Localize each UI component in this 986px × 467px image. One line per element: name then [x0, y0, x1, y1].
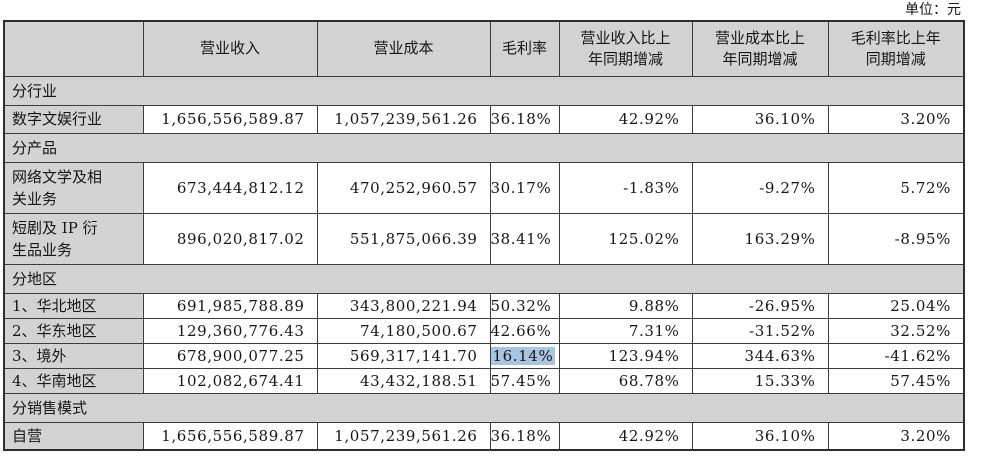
section-label: 分销售模式: [3, 392, 965, 423]
cell-revenue: 129,360,776.43: [142, 317, 318, 344]
unit-label: 单位：元: [905, 2, 961, 18]
cell-gross-margin: 36.18%: [489, 104, 560, 134]
cell-cost: 551,875,066.39: [316, 212, 491, 265]
cell-gross-margin: 36.18%: [489, 421, 560, 451]
cell-cost: 1,057,239,561.26: [316, 421, 491, 451]
cell-revenue-yoy: -1.83%: [558, 161, 693, 214]
cell-revenue-yoy: 42.92%: [558, 104, 693, 134]
cell-cost-yoy: 344.63%: [691, 342, 829, 369]
cell-cost: 43,432,188.51: [316, 367, 491, 394]
row-label: 3、境外: [3, 342, 144, 369]
cell-margin-yoy: 5.72%: [827, 161, 965, 214]
cell-revenue: 678,900,077.25: [142, 342, 318, 369]
cell-cost: 470,252,960.57: [316, 161, 491, 214]
header-blank-cell: [3, 20, 144, 77]
table-row: 4、华南地区 102,082,674.41 43,432,188.51 57.4…: [3, 367, 965, 394]
cell-cost-yoy: 36.10%: [691, 104, 829, 134]
header-revenue: 营业收入: [142, 20, 318, 77]
section-label: 分产品: [3, 132, 965, 163]
cell-cost: 343,800,221.94: [316, 292, 491, 319]
cell-revenue-yoy: 123.94%: [558, 342, 693, 369]
section-row-by-industry: 分行业: [3, 75, 965, 106]
cell-revenue-yoy: 125.02%: [558, 212, 693, 265]
cell-cost: 74,180,500.67: [316, 317, 491, 344]
table-row: 数字文娱行业 1,656,556,589.87 1,057,239,561.26…: [3, 104, 965, 134]
row-label: 短剧及 IP 衍 生品业务: [3, 212, 144, 265]
cell-revenue-yoy: 42.92%: [558, 421, 693, 451]
cell-cost-yoy: 163.29%: [691, 212, 829, 265]
report-page: 单位：元 营业收入 营业成本 毛利率 营业收入比上 年同期增减 营业成本比上 年…: [3, 2, 965, 451]
row-label: 数字文娱行业: [3, 104, 144, 134]
cell-revenue: 1,656,556,589.87: [142, 104, 318, 134]
row-label: 2、华东地区: [3, 317, 144, 344]
header-cost: 营业成本: [316, 20, 491, 77]
header-margin-yoy: 毛利率比上年 同期增减: [827, 20, 965, 77]
cell-revenue-yoy: 9.88%: [558, 292, 693, 319]
cell-gross-margin: 38.41%: [489, 212, 560, 265]
cell-cost: 569,317,141.70: [316, 342, 491, 369]
header-revenue-yoy: 营业收入比上 年同期增减: [558, 20, 693, 77]
cell-margin-yoy: 32.52%: [827, 317, 965, 344]
cell-gross-margin: 16.14%: [489, 342, 560, 369]
table-row: 网络文学及相 关业务 673,444,812.12 470,252,960.57…: [3, 161, 965, 214]
row-label: 4、华南地区: [3, 367, 144, 394]
cell-gross-margin: 30.17%: [489, 161, 560, 214]
cell-gross-margin: 42.66%: [489, 317, 560, 344]
cell-cost-yoy: -26.95%: [691, 292, 829, 319]
cell-margin-yoy: -41.62%: [827, 342, 965, 369]
row-label: 1、华北地区: [3, 292, 144, 319]
cell-revenue: 673,444,812.12: [142, 161, 318, 214]
header-cost-yoy: 营业成本比上 年同期增减: [691, 20, 829, 77]
cell-gross-margin: 57.45%: [489, 367, 560, 394]
header-row: 营业收入 营业成本 毛利率 营业收入比上 年同期增减 营业成本比上 年同期增减 …: [3, 20, 965, 77]
cell-revenue: 896,020,817.02: [142, 212, 318, 265]
table-row: 2、华东地区 129,360,776.43 74,180,500.67 42.6…: [3, 317, 965, 344]
cell-revenue: 102,082,674.41: [142, 367, 318, 394]
section-row-by-product: 分产品: [3, 132, 965, 163]
cell-margin-yoy: -8.95%: [827, 212, 965, 265]
cell-margin-yoy: 3.20%: [827, 421, 965, 451]
header-gross-margin: 毛利率: [489, 20, 560, 77]
cell-cost-yoy: -31.52%: [691, 317, 829, 344]
cell-revenue: 1,656,556,589.87: [142, 421, 318, 451]
table-row: 短剧及 IP 衍 生品业务 896,020,817.02 551,875,066…: [3, 212, 965, 265]
cell-cost: 1,057,239,561.26: [316, 104, 491, 134]
section-label: 分行业: [3, 75, 965, 106]
table-row: 自营 1,656,556,589.87 1,057,239,561.26 36.…: [3, 421, 965, 451]
table-row: 3、境外 678,900,077.25 569,317,141.70 16.14…: [3, 342, 965, 369]
section-label: 分地区: [3, 263, 965, 294]
cell-revenue-yoy: 7.31%: [558, 317, 693, 344]
cell-revenue-yoy: 68.78%: [558, 367, 693, 394]
selection-highlight: 16.14%: [491, 346, 556, 365]
cell-cost-yoy: 36.10%: [691, 421, 829, 451]
cell-margin-yoy: 3.20%: [827, 104, 965, 134]
row-label: 自营: [3, 421, 144, 451]
cell-revenue: 691,985,788.89: [142, 292, 318, 319]
section-row-by-sales-model: 分销售模式: [3, 392, 965, 423]
table-row: 1、华北地区 691,985,788.89 343,800,221.94 50.…: [3, 292, 965, 319]
cell-gross-margin: 50.32%: [489, 292, 560, 319]
section-row-by-region: 分地区: [3, 263, 965, 294]
cell-margin-yoy: 25.04%: [827, 292, 965, 319]
cell-margin-yoy: 57.45%: [827, 367, 965, 394]
row-label: 网络文学及相 关业务: [3, 161, 144, 214]
cell-cost-yoy: -9.27%: [691, 161, 829, 214]
revenue-breakdown-table: 营业收入 营业成本 毛利率 营业收入比上 年同期增减 营业成本比上 年同期增减 …: [3, 20, 965, 451]
cell-cost-yoy: 15.33%: [691, 367, 829, 394]
